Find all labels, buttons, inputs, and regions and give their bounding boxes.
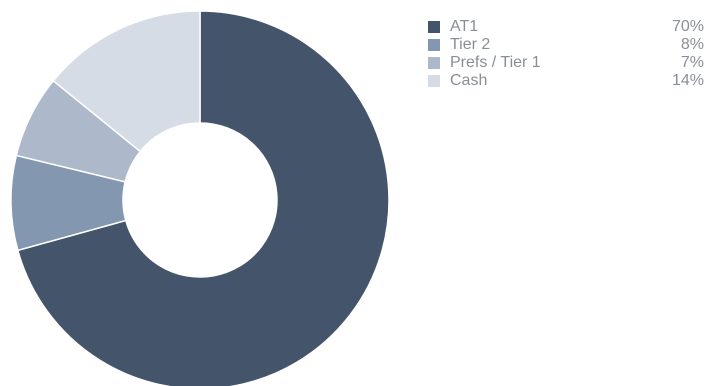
- legend-swatch-tier-2: [428, 39, 440, 51]
- chart-legend: AT1 70% Tier 2 8% Prefs / Tier 1 7% Cash…: [428, 18, 704, 90]
- legend-item-prefs-tier-1: Prefs / Tier 1 7%: [428, 54, 704, 72]
- legend-value-prefs-tier-1: 7%: [680, 54, 704, 71]
- legend-value-at1: 70%: [671, 18, 704, 35]
- legend-item-at1: AT1 70%: [428, 18, 704, 36]
- legend-label-prefs-tier-1: Prefs / Tier 1: [450, 54, 541, 71]
- legend-swatch-cash: [428, 75, 440, 87]
- legend-label-at1: AT1: [450, 18, 479, 35]
- legend-swatch-prefs-tier-1: [428, 57, 440, 69]
- legend-label-tier-2: Tier 2: [450, 36, 491, 53]
- legend-swatch-at1: [428, 21, 440, 33]
- donut-slices: [10, 10, 390, 386]
- slice-cash: [52, 10, 201, 153]
- legend-value-tier-2: 8%: [680, 36, 704, 53]
- legend-value-cash: 14%: [671, 72, 704, 89]
- slice-at1: [16, 10, 390, 386]
- legend-item-tier-2: Tier 2 8%: [428, 36, 704, 54]
- legend-item-cash: Cash 14%: [428, 72, 704, 90]
- legend-label-cash: Cash: [450, 72, 488, 89]
